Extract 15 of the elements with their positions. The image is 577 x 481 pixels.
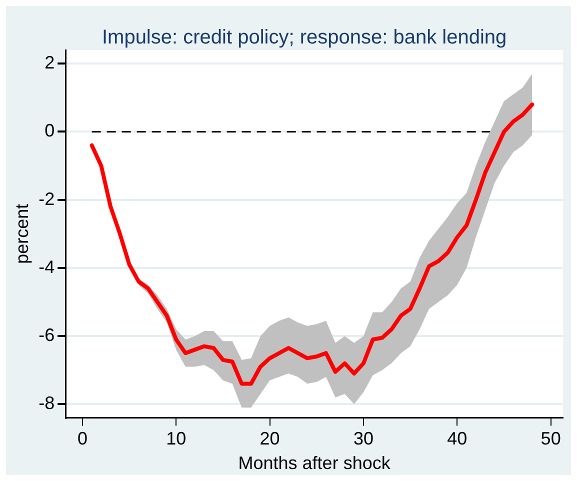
y-tick-label: -2 bbox=[38, 188, 55, 209]
x-tick-label: 20 bbox=[260, 428, 280, 449]
x-tick-label: 50 bbox=[540, 428, 561, 449]
x-tick-label: 10 bbox=[166, 428, 186, 449]
x-tick-label: 40 bbox=[447, 428, 468, 449]
x-tick-label: 30 bbox=[353, 428, 374, 449]
y-tick-label: 0 bbox=[44, 120, 55, 141]
y-tick-label: -8 bbox=[38, 393, 55, 414]
y-axis-title: percent bbox=[12, 204, 32, 264]
y-tick-label: -6 bbox=[38, 325, 55, 346]
x-axis-title: Months after shock bbox=[238, 453, 392, 474]
y-tick-label: 2 bbox=[44, 52, 55, 73]
y-tick-label: -4 bbox=[38, 256, 55, 277]
x-tick-label: 0 bbox=[77, 428, 88, 449]
chart-title: Impulse: credit policy; response: bank lending bbox=[102, 26, 507, 49]
